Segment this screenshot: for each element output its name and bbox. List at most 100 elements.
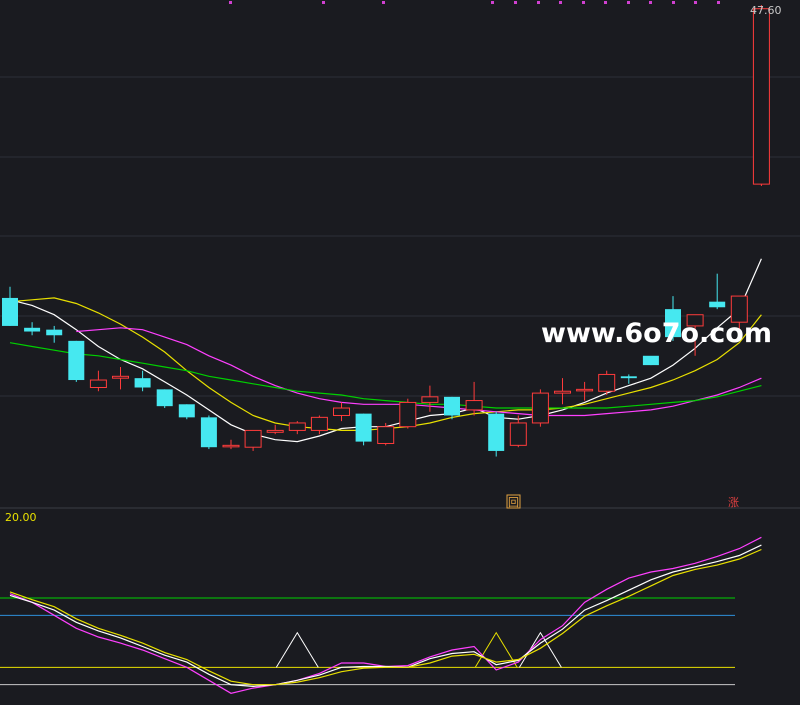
candle-body [488, 413, 505, 451]
candle [598, 370, 616, 395]
candle-body [288, 422, 306, 431]
candle [46, 325, 63, 343]
candle [288, 421, 306, 435]
candle [686, 314, 704, 356]
price-high-label: 47.60 [750, 4, 782, 17]
candle-body [355, 413, 372, 442]
candle-body [156, 389, 173, 407]
candle-body [531, 392, 549, 424]
top-marker-dot [491, 1, 494, 4]
top-marker-dot [382, 1, 385, 4]
candle-body [310, 416, 328, 431]
candle-body [68, 340, 85, 381]
candle-body [554, 390, 571, 394]
candle-body [642, 355, 659, 366]
candle-body [730, 295, 748, 323]
event-marker-box [506, 494, 521, 509]
candle [642, 355, 659, 366]
candle [665, 296, 681, 341]
candle-body [377, 426, 395, 444]
candle-body [89, 379, 107, 389]
candle-body [24, 327, 41, 332]
candle [200, 415, 217, 450]
candle-body [509, 422, 527, 446]
candle-body [112, 375, 129, 379]
candle [355, 413, 372, 446]
candle-body [178, 404, 195, 418]
candle-body [46, 329, 63, 336]
top-marker-dot [694, 1, 697, 4]
candle [178, 404, 195, 420]
candle-body [686, 314, 704, 327]
top-marker-dot [604, 1, 607, 4]
candle-body [752, 8, 770, 185]
moving-average-line-3 [9, 342, 762, 409]
event-marker-left: 回 [508, 496, 519, 509]
top-marker-dot [672, 1, 675, 4]
signal-triangle [275, 631, 319, 668]
candle-body [444, 396, 460, 416]
event-marker-right: 涨 [728, 496, 739, 509]
candle [24, 322, 41, 336]
candle-body [2, 297, 18, 326]
candle [488, 411, 505, 457]
candle [68, 340, 85, 382]
candle-body [266, 429, 284, 433]
candle [421, 385, 439, 412]
candle-body [598, 373, 616, 392]
candle-body [200, 417, 217, 448]
top-marker-dot [229, 1, 232, 4]
candle-body [244, 429, 262, 448]
candle [156, 389, 173, 409]
candle [399, 398, 417, 429]
candle-body [465, 400, 483, 411]
indicator-panel [0, 536, 762, 694]
top-marker-dot [537, 1, 540, 4]
candle [377, 422, 395, 446]
moving-average-line-2 [76, 327, 762, 417]
candle [509, 415, 527, 448]
top-marker-dot [649, 1, 652, 4]
candle [576, 381, 594, 401]
candle [266, 424, 284, 435]
candle-body [134, 378, 151, 388]
top-marker-dot [322, 1, 325, 4]
candle [465, 381, 483, 416]
candle [730, 295, 748, 336]
candle [554, 378, 571, 405]
top-marker-dot [627, 1, 630, 4]
candlestick-layer [2, 5, 770, 457]
candle-body [620, 376, 637, 379]
candle [244, 429, 262, 451]
candle-body [399, 401, 417, 428]
candle-body [421, 396, 439, 403]
top-marker-dots [229, 1, 720, 4]
indicator-top-label: 20.00 [5, 511, 37, 524]
candle [112, 366, 129, 390]
candle [709, 273, 726, 310]
candle [752, 5, 770, 186]
candle-body [665, 309, 681, 338]
candle-body [709, 301, 726, 308]
candle [2, 286, 18, 326]
top-marker-dot [514, 1, 517, 4]
top-marker-dot [582, 1, 585, 4]
watermark-text: www.6o7o.com [541, 318, 772, 349]
top-marker-dot [559, 1, 562, 4]
candle [444, 396, 460, 420]
candle [310, 415, 328, 435]
candle-body [576, 388, 594, 392]
candle [134, 370, 151, 392]
candle [333, 402, 350, 422]
indicator-line-1 [9, 544, 762, 688]
candle [620, 374, 637, 384]
top-marker-dot [717, 1, 720, 4]
indicator-line-2 [9, 548, 762, 686]
candle [222, 439, 240, 450]
candle-body [333, 407, 350, 416]
candle [89, 370, 107, 392]
candle-body [222, 444, 240, 448]
candle [531, 389, 549, 427]
